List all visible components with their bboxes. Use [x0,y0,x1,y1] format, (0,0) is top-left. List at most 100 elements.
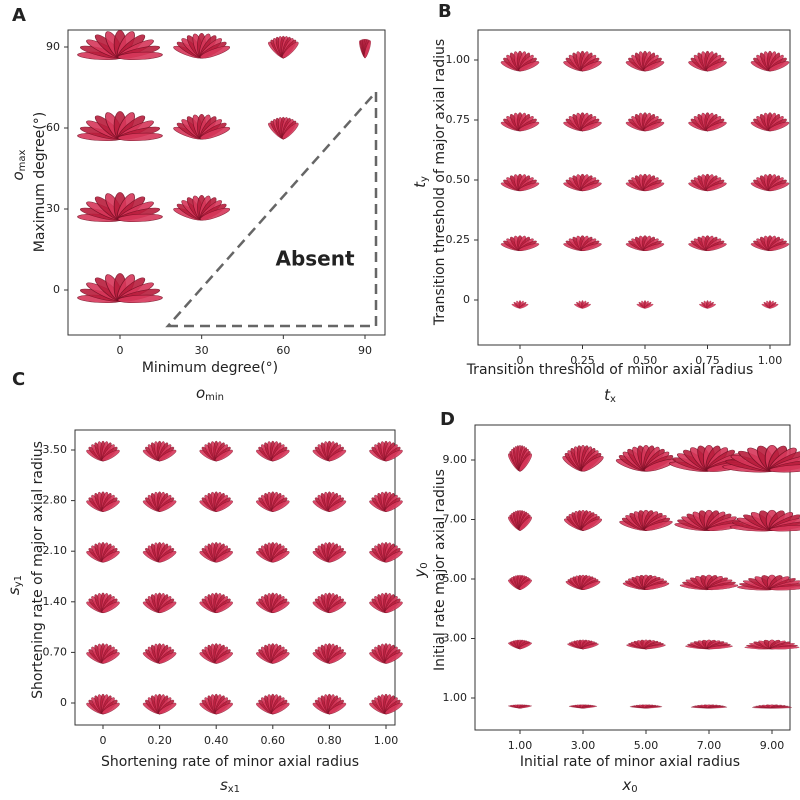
petal [581,581,601,590]
flower [688,50,727,72]
petal [215,449,233,462]
x-tick-label: 3.00 [571,739,596,752]
petal [271,601,290,613]
x-axis-symbol: tx [604,386,616,406]
flower [312,643,347,664]
flower [500,50,540,72]
y-tick-label: 0 [53,283,60,296]
flower [563,509,603,531]
flower [722,445,800,473]
y-axis-label: Shortening rate of major axial radius [30,441,46,699]
flower [751,704,793,709]
flower [744,639,800,650]
flower [369,643,403,664]
panel-letter: A [12,5,26,26]
flower [312,592,347,613]
petal [271,449,290,462]
y-tick-label: 0.75 [446,113,471,126]
petal [643,182,665,192]
petal [101,652,120,664]
flower [629,704,663,709]
panel: C 0 0.20 0.40 0.60 0.80 1.00 3.50 2.80 2.10 1.40 0.… [5,369,403,795]
flower [142,440,177,462]
flower [256,542,290,563]
petal [271,551,290,563]
y-tick-label: 3.00 [443,632,468,645]
flower [369,491,403,512]
flower [256,592,290,613]
petal [706,303,716,309]
flower [173,114,231,140]
petal [768,243,790,251]
flower [563,50,602,72]
petal [581,518,603,531]
flower [615,445,677,472]
petal [581,706,598,709]
petal [706,182,727,192]
petal [158,702,177,715]
petal [768,464,800,473]
flower [77,273,163,304]
flower [86,542,120,563]
flower [500,235,540,251]
flower [256,491,290,512]
flower [668,445,750,472]
flower [688,173,727,192]
x-tick-label: 1.00 [758,354,783,367]
flower [312,542,347,563]
y-tick-label: 90 [46,40,60,53]
petal [271,500,290,512]
flower [500,112,540,132]
x-tick-label: 0.75 [695,354,720,367]
flower [173,33,231,59]
flower [563,112,602,132]
x-axis-label: Shortening rate of minor axial radius [101,754,359,770]
y-tick-label: 1.00 [443,691,468,704]
x-tick-label: 1.00 [374,734,399,747]
flower [369,440,403,462]
absent-region [165,88,378,328]
petal [707,706,728,709]
y-tick-label: 1.00 [446,53,471,66]
symbol-sub: 0 [631,784,637,795]
petal [328,601,347,613]
petal [117,213,163,223]
flower [312,693,347,715]
petal [519,705,532,709]
flower [508,639,532,650]
symbol-base: s [5,587,23,595]
petal [271,702,290,715]
flower [199,643,233,664]
flower [625,50,665,72]
flower [199,491,233,512]
flower [508,445,532,472]
petal [518,61,540,72]
petal [101,449,120,462]
petal [644,582,670,590]
axes-box [474,424,791,731]
flower [268,116,299,140]
flower [77,30,163,61]
y-tick-label: 3.50 [43,443,68,456]
flower [563,173,602,192]
petal [101,500,120,512]
petal [707,584,739,591]
flower [563,235,602,251]
petal [215,601,233,613]
flower [86,440,120,462]
flower [369,592,403,613]
flower [625,112,665,132]
y-tick-label: 7.00 [443,513,468,526]
flower [268,35,299,59]
flower [679,574,739,591]
symbol-base: s [220,776,228,794]
petal [519,303,529,309]
panel-letter: C [12,369,25,390]
x-tick-label: 5.00 [634,739,659,752]
x-tick-label: 0.80 [317,734,342,747]
flower [199,542,233,563]
flower [690,704,728,709]
flower [86,491,120,512]
petal [384,551,403,563]
flower [369,542,403,563]
